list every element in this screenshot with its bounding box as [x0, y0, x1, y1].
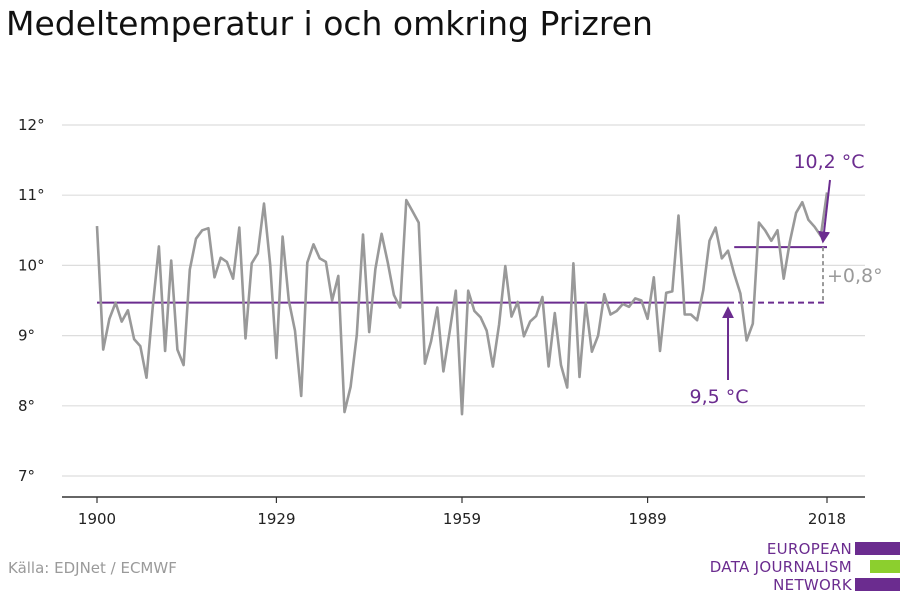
y-tick-label: 11° [18, 186, 45, 204]
edjnet-logo: EUROPEAN DATA JOURNALISM NETWORK [700, 538, 900, 600]
y-tick-label: 10° [18, 256, 45, 274]
logo-bar-purple-bottom [855, 578, 900, 591]
y-tick-label: 12° [18, 116, 45, 134]
y-tick-label: 7° [18, 467, 35, 485]
baseline-value-label: 9,5 °C [689, 386, 748, 408]
x-tick-label: 1989 [628, 510, 666, 528]
gridlines [62, 124, 865, 477]
source-note: Källa: EDJNet / ECMWF [8, 559, 177, 577]
x-tick-label: 1959 [443, 510, 481, 528]
series-layer [95, 192, 829, 416]
recent-value-label: 10,2 °C [793, 151, 864, 173]
difference-label: +0,8° [827, 265, 883, 287]
x-tick-label: 1929 [257, 510, 295, 528]
y-tick-label: 8° [18, 397, 35, 415]
recent-arrow [818, 179, 831, 244]
logo-line-2: DATA JOURNALISM [709, 558, 852, 576]
logo-line-1: EUROPEAN [766, 540, 852, 558]
x-axis: 1900 1929 1959 1989 2018 [62, 496, 865, 528]
chart-title: Medeltemperatur i och omkring Prizren [6, 4, 653, 43]
annotations: +0,8° 9,5 °C 10,2 °C [689, 151, 882, 408]
logo-line-3: NETWORK [773, 576, 852, 594]
logo-bar-purple-top [855, 542, 900, 555]
reference-lines [97, 246, 827, 304]
temperature-series-line [95, 192, 829, 416]
y-axis-ticks: 7° 8° 9° 10° 11° 12° [18, 116, 45, 485]
x-tick-label: 1900 [78, 510, 116, 528]
y-tick-label: 9° [18, 327, 35, 345]
line-chart: 7° 8° 9° 10° 11° 12° 1900 1929 1959 1989 2018 +0,… [18, 116, 883, 528]
x-tick-label: 2018 [808, 510, 846, 528]
logo-bar-green [870, 560, 900, 573]
